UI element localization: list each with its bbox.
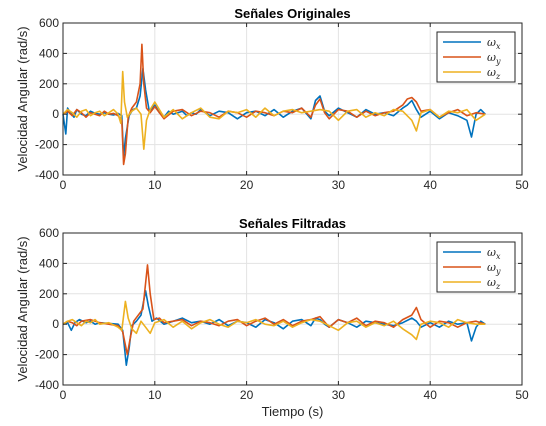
series-line-wz: [62, 70, 486, 150]
x-tick-label: 0: [60, 388, 67, 402]
y-tick-label: 200: [39, 77, 59, 91]
y-tick-label: 200: [39, 287, 59, 301]
x-tick-label: 20: [240, 388, 254, 402]
x-tick-label: 50: [515, 388, 529, 402]
y-tick-label: -200: [35, 138, 59, 152]
y-tick-label: 600: [39, 16, 59, 30]
x-tick-label: 10: [148, 388, 162, 402]
x-tick-label: 20: [240, 178, 254, 192]
x-axis-label: Tiempo (s): [262, 404, 324, 419]
y-tick-label: -400: [35, 168, 59, 182]
x-tick-label: 30: [332, 178, 346, 192]
y-axis-label: Velocidad Angular (rad/s): [15, 236, 30, 381]
x-tick-label: 40: [424, 388, 438, 402]
chart-title: Señales Originales: [234, 6, 350, 21]
x-tick-label: 40: [424, 178, 438, 192]
chart-title: Señales Filtradas: [239, 216, 346, 231]
chart-panel-2: 0 10 20 30 40 50 -400 -200 0 200 400 600 Señales Fil…: [15, 216, 529, 419]
x-tick-label: 30: [332, 388, 346, 402]
y-tick-label: -200: [35, 348, 59, 362]
series-line-wx: [62, 289, 486, 367]
y-tick-label: -400: [35, 378, 59, 392]
y-tick-label: 600: [39, 226, 59, 240]
axes-box: [62, 22, 523, 176]
series-line-wz: [62, 300, 486, 341]
y-tick-label: 0: [52, 107, 59, 121]
y-tick-label: 400: [39, 46, 59, 60]
x-tick-label: 50: [515, 178, 529, 192]
chart-panel-1: 0 10 20 30 40 50 -400 -200 0 200 400 600 Señales Ori…: [15, 6, 529, 192]
x-tick-label: 0: [60, 178, 67, 192]
y-tick-label: 0: [52, 317, 59, 331]
y-tick-label: 400: [39, 256, 59, 270]
axes-box: [62, 232, 523, 386]
x-tick-label: 10: [148, 178, 162, 192]
y-axis-label: Velocidad Angular (rad/s): [15, 26, 30, 171]
